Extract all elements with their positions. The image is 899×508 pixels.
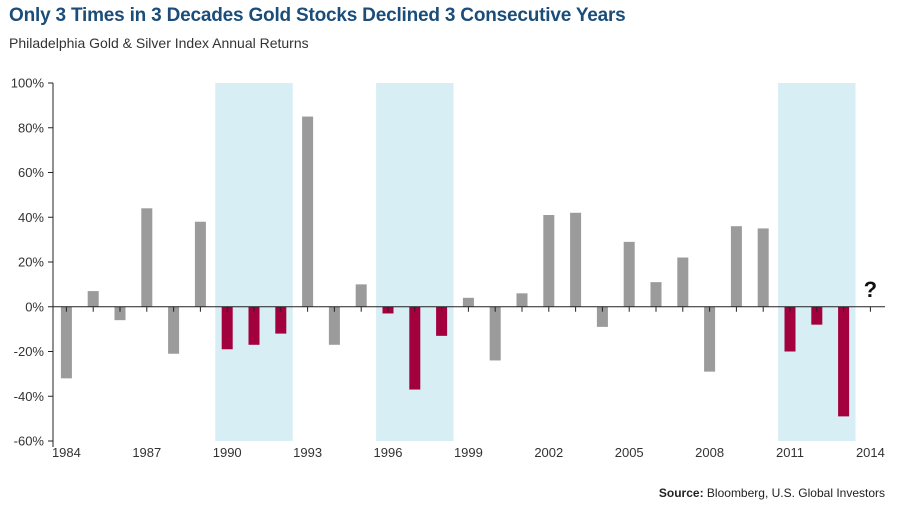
bar-2002 <box>543 215 555 307</box>
chart-title: Only 3 Times in 3 Decades Gold Stocks De… <box>9 5 626 26</box>
bar-1992 <box>275 306 287 334</box>
bar-1984 <box>60 306 72 379</box>
x-axis: 1984 1987 1990 1993 1996 1999 2002 2005 2008 2011… <box>52 306 885 460</box>
x-tick-label: 2011 <box>776 445 804 460</box>
bar-1985 <box>87 291 99 307</box>
chart-subtitle: Philadelphia Gold & Silver Index Annual … <box>9 35 309 51</box>
bar-2005 <box>623 241 635 307</box>
bar-1988 <box>168 306 180 354</box>
bar-2008 <box>704 306 716 372</box>
bar-1995 <box>355 284 367 307</box>
x-tick-label: 1984 <box>52 445 81 460</box>
y-tick-label: 60% <box>18 165 44 180</box>
x-tick-label: 1999 <box>454 445 483 460</box>
y-tick-label: 20% <box>18 255 44 270</box>
highlight-bands <box>215 83 856 441</box>
bar-2006 <box>650 282 662 307</box>
x-tick-label: 2014 <box>856 445 885 460</box>
source-text: Bloomberg, U.S. Global Investors <box>706 486 885 500</box>
bar-1994 <box>328 306 340 345</box>
bar-1997 <box>409 306 421 390</box>
bar-2011 <box>784 306 796 352</box>
y-tick-label: -20% <box>14 344 45 359</box>
x-tick-label: 1993 <box>293 445 322 460</box>
bar-2007 <box>677 257 689 307</box>
bar-2010 <box>757 228 769 307</box>
bars <box>60 116 850 417</box>
bar-1989 <box>194 221 206 307</box>
bar-2003 <box>570 212 582 307</box>
bar-2001 <box>516 293 528 307</box>
y-tick-label: -40% <box>14 389 45 404</box>
y-tick-label: -60% <box>14 434 45 449</box>
bar-1990 <box>221 306 233 350</box>
y-axis: 100% 80% 60% 40% 20% 0% -20% -40% -60% <box>11 76 54 449</box>
x-tick-label: 2002 <box>534 445 563 460</box>
bar-2004 <box>596 306 608 327</box>
y-tick-label: 0% <box>25 299 44 314</box>
bar-2000 <box>489 306 501 361</box>
x-tick-label: 2008 <box>695 445 724 460</box>
bar-2013 <box>838 306 850 417</box>
y-tick-label: 80% <box>18 120 44 135</box>
bar-1986 <box>114 306 126 321</box>
x-tick-label: 1996 <box>374 445 403 460</box>
source-note: Source: Bloomberg, U.S. Global Investors <box>659 486 885 500</box>
question-mark-annotation: ? <box>864 277 877 302</box>
bar-1991 <box>248 306 260 345</box>
bar-2009 <box>730 226 742 307</box>
x-tick-label: 1990 <box>213 445 242 460</box>
bar-1987 <box>141 208 153 307</box>
x-tick-label: 1987 <box>132 445 161 460</box>
bar-1998 <box>436 306 448 336</box>
y-tick-label: 40% <box>18 210 44 225</box>
source-label: Source: <box>658 486 704 500</box>
bar-1999 <box>462 297 474 307</box>
bar-2012 <box>811 306 823 325</box>
x-tick-label: 2005 <box>615 445 644 460</box>
bar-1993 <box>302 116 314 307</box>
y-tick-label: 100% <box>11 76 45 91</box>
highlight-band-1 <box>215 83 293 441</box>
